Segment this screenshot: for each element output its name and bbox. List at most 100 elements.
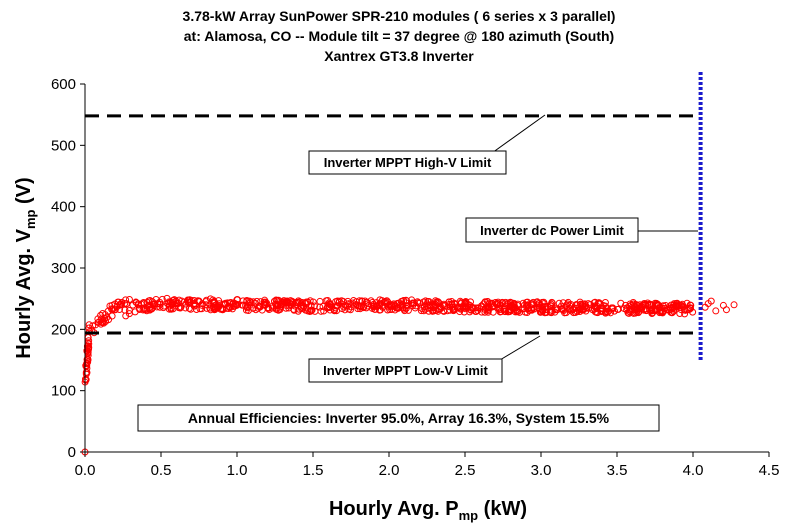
title-line-1: 3.78-kW Array SunPower SPR-210 modules (…	[182, 8, 616, 24]
data-point	[338, 297, 346, 305]
data-point	[310, 302, 318, 310]
data-point	[358, 297, 366, 305]
y-tick-label: 200	[51, 321, 76, 338]
x-tick-label: 3.5	[607, 462, 628, 479]
x-axis-title: Hourly Avg. Pmp (kW)	[329, 498, 527, 523]
data-point	[540, 300, 548, 308]
data-point	[461, 300, 469, 308]
data-point	[635, 307, 643, 315]
data-point	[226, 299, 234, 307]
data-point	[487, 299, 495, 307]
data-point	[218, 305, 226, 313]
data-point	[122, 312, 130, 320]
data-point	[484, 305, 492, 313]
data-point	[330, 307, 338, 315]
data-point	[566, 306, 574, 314]
data-point	[101, 311, 109, 319]
x-tick-label: 2.5	[455, 462, 476, 479]
data-point	[165, 305, 173, 313]
data-point	[292, 299, 300, 307]
annotation-high-v: Inverter MPPT High-V Limit	[308, 114, 546, 175]
data-point	[730, 301, 738, 309]
data-point	[184, 299, 192, 307]
data-point	[499, 299, 507, 307]
data-point	[246, 301, 254, 309]
data-point	[530, 305, 538, 313]
chart-title: 3.78-kW Array SunPower SPR-210 modules (…	[0, 6, 798, 66]
annotation-dc-power: Inverter dc Power Limit	[465, 217, 698, 243]
y-tick-label: 400	[51, 199, 76, 216]
x-tick-label: 4.5	[759, 462, 780, 479]
data-point	[563, 300, 571, 308]
x-tick-label: 4.0	[683, 462, 704, 479]
data-point	[414, 299, 422, 307]
x-axis-title-unit: (kW)	[478, 498, 527, 520]
data-point	[629, 300, 637, 308]
data-point	[553, 306, 561, 314]
data-point	[460, 308, 468, 316]
data-point	[143, 305, 151, 313]
data-point	[668, 309, 676, 317]
data-point	[448, 297, 456, 305]
data-point	[301, 299, 309, 307]
data-point	[270, 297, 278, 305]
data-point	[102, 318, 110, 326]
data-point	[513, 301, 521, 309]
data-point	[661, 304, 669, 312]
y-tick-label: 500	[51, 137, 76, 154]
data-point	[636, 301, 644, 309]
x-tick-label: 2.0	[379, 462, 400, 479]
data-point	[378, 297, 386, 305]
data-point	[371, 305, 379, 313]
title-line-3: Xantrex GT3.8 Inverter	[324, 48, 474, 64]
data-point	[410, 299, 418, 307]
data-point	[538, 298, 546, 306]
data-point	[432, 298, 440, 306]
data-point	[617, 299, 625, 307]
data-point	[360, 304, 368, 312]
reference-lines	[85, 71, 703, 360]
x-tick-label: 1.0	[227, 462, 248, 479]
data-point	[118, 298, 126, 306]
data-point	[116, 306, 124, 314]
x-axis-title-main: Hourly Avg. P	[329, 498, 459, 520]
data-point	[453, 303, 461, 311]
data-point	[276, 306, 284, 314]
data-point	[206, 295, 214, 303]
data-point	[394, 303, 402, 311]
data-point	[681, 310, 689, 318]
data-point	[148, 298, 156, 306]
data-point	[383, 300, 391, 308]
data-point	[614, 305, 622, 313]
data-point	[172, 302, 180, 310]
x-axis-title-sub: mp	[459, 508, 479, 523]
annotation-low-v: Inverter MPPT Low-V Limit	[308, 335, 541, 383]
data-point	[230, 299, 238, 307]
data-point	[265, 305, 273, 313]
data-point	[681, 306, 689, 314]
data-point	[184, 296, 192, 304]
data-point	[712, 307, 720, 315]
data-point	[607, 309, 615, 317]
data-point	[719, 301, 727, 309]
y-axis-title-main: Hourly Avg. V	[13, 228, 35, 358]
data-point	[398, 297, 406, 305]
data-point	[316, 297, 324, 305]
tick-labels: 0.0 0.5 1.0 1.5 2.0 2.5 3.0 3.5 4.0 4.5 0 100 200 300…	[51, 76, 779, 479]
data-point	[125, 295, 133, 303]
data-point	[83, 355, 91, 363]
data-point	[521, 308, 529, 316]
data-point	[598, 304, 606, 312]
data-point	[686, 301, 694, 309]
high-v-box	[308, 150, 507, 175]
data-point	[163, 294, 171, 302]
data-point	[500, 307, 508, 315]
data-point	[505, 307, 513, 315]
data-point	[677, 301, 685, 309]
data-point	[656, 304, 664, 312]
x-tick-label: 0.5	[151, 462, 172, 479]
data-point	[311, 307, 319, 315]
data-point	[175, 296, 183, 304]
dc-power-box	[465, 217, 639, 243]
